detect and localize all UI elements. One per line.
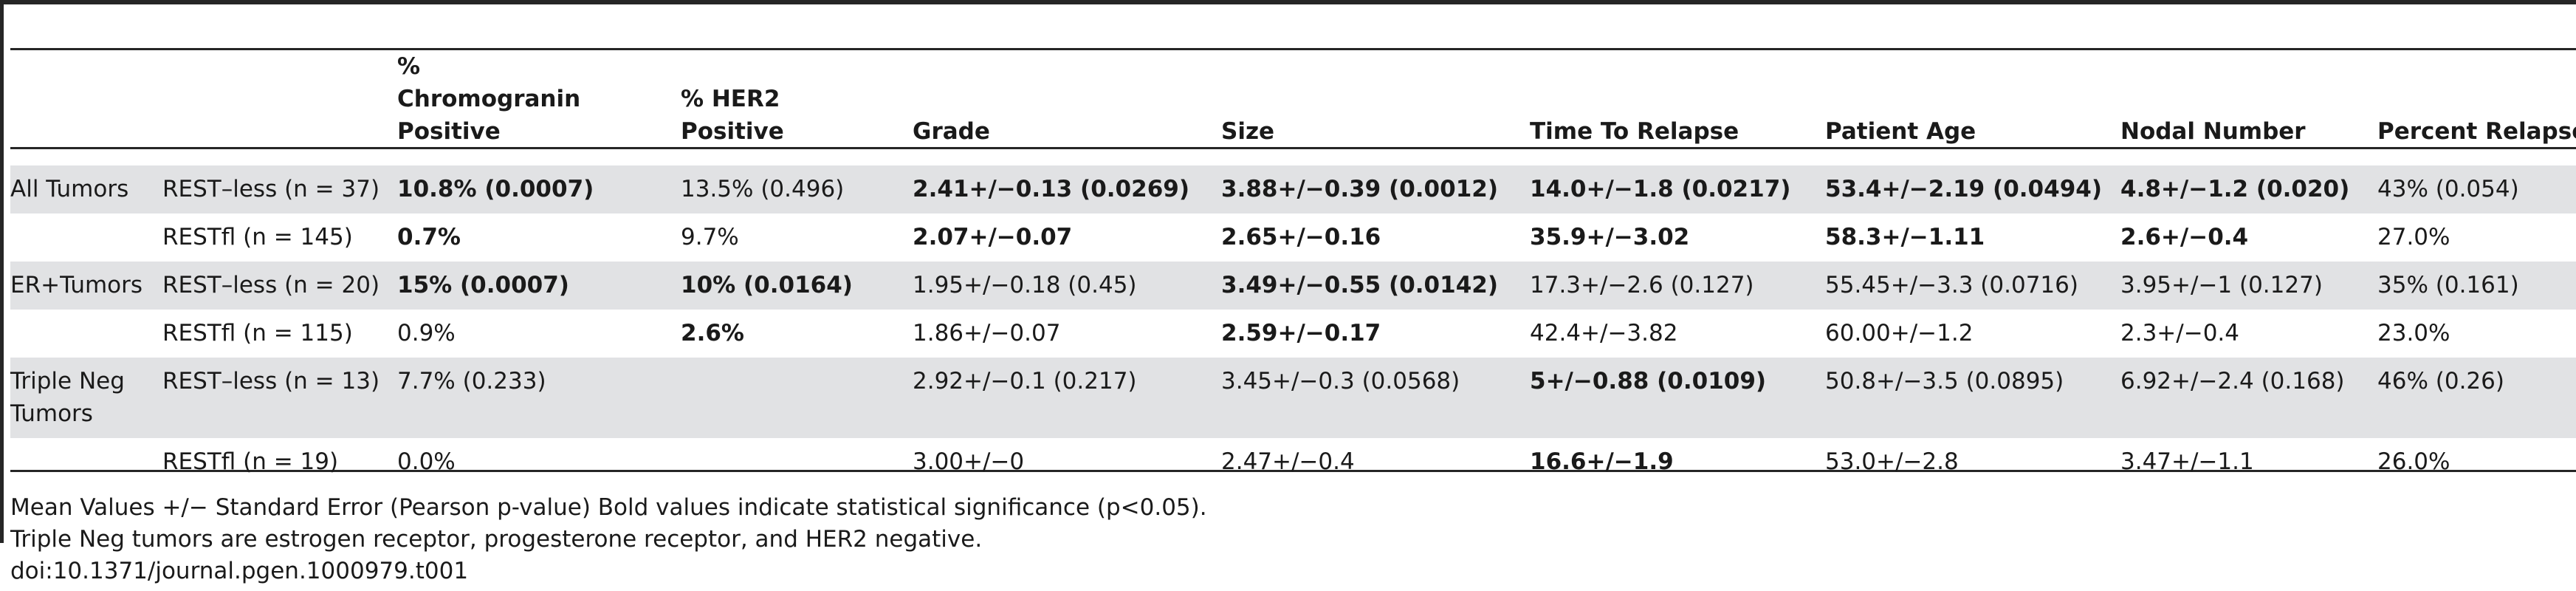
table-cell: 5+/−0.88 (0.0109) (1530, 358, 1825, 438)
table-cell: 2.3+/−0.4 (2120, 320, 2239, 346)
table-cell: 1.95+/−0.18 (0.45) (913, 262, 1221, 310)
column-header-time-to-relapse: Time To Relapse (1530, 118, 1739, 145)
column-header-patient-age: Patient Age (1825, 118, 1976, 145)
table-cell: 46% (0.26) (2377, 358, 2576, 438)
table-cell: 35.9+/−3.02 (1530, 224, 1690, 250)
row-group-label: All Tumors (10, 165, 162, 213)
table-cell: 3.88+/−0.39 (0.0012) (1221, 165, 1530, 213)
table-cell: 9.7% (681, 224, 739, 250)
table-cell: 16.6+/−1.9 (1530, 448, 1674, 475)
table-cell: 0.9% (397, 320, 456, 346)
left-border (0, 0, 4, 543)
table-cell: 26.0% (2377, 448, 2450, 475)
row-group-label (10, 310, 162, 358)
table-cell: 2.6% (681, 320, 744, 346)
table-cell: 2.6+/−0.4 (2120, 224, 2249, 250)
table-cell: 14.0+/−1.8 (0.0217) (1530, 165, 1825, 213)
table-cell: 35% (0.161) (2377, 262, 2576, 310)
table-cell: 0.7% (397, 224, 461, 250)
table-cell: 2.47+/−0.4 (1221, 448, 1355, 475)
table-row: ER+Tumors REST–less (n = 20) 15% (0.0007) 1… (10, 262, 2576, 310)
top-border (0, 0, 2576, 4)
table-row: Triple Neg Tumors REST–less (n = 13) 7.7% … (10, 358, 2576, 438)
column-header-grade: Grade (913, 118, 990, 145)
table-cell: 2.65+/−0.16 (1221, 224, 1381, 250)
table-cell: 2.41+/−0.13 (0.0269) (913, 165, 1221, 213)
footnote-legend: Mean Values +/− Standard Error (Pearson … (10, 494, 1207, 521)
column-header-percent-relapse: Percent Relapse (2377, 118, 2576, 145)
table-cell: 10% (0.0164) (681, 262, 913, 310)
table-cell: 7.7% (0.233) (397, 358, 681, 438)
results-table: % Chromogranin Positive % HER2 Positive … (10, 50, 2576, 486)
table-cell: 3.95+/−1 (0.127) (2120, 262, 2377, 310)
column-header (162, 50, 397, 165)
table-row: RESTfl (n = 115) 0.9% 2.6% 1.86+/−0.07 2.59+… (10, 310, 2576, 358)
footnote-doi: doi:10.1371/journal.pgen.1000979.t001 (10, 558, 469, 584)
table-cell: 3.47+/−1.1 (2120, 448, 2254, 475)
table-cell: 3.00+/−0 (913, 448, 1025, 475)
table-cell: 53.4+/−2.19 (0.0494) (1825, 165, 2120, 213)
table-cell: 6.92+/−2.4 (0.168) (2120, 358, 2377, 438)
footnote-triple-neg: Triple Neg tumors are estrogen receptor,… (10, 526, 983, 553)
table-cell: 42.4+/−3.82 (1530, 320, 1678, 346)
table-cell: 23.0% (2377, 320, 2450, 346)
table-cell: 55.45+/−3.3 (0.0716) (1825, 262, 2120, 310)
table-row: RESTfl (n = 19) 0.0% 3.00+/−0 2.47+/−0.4 16.… (10, 438, 2576, 486)
table-cell: 50.8+/−3.5 (0.0895) (1825, 358, 2120, 438)
table-bottom-rule (10, 470, 2576, 472)
table-body: All Tumors REST–less (n = 37) 10.8% (0.000… (10, 165, 2576, 486)
row-group-label (10, 213, 162, 262)
row-subgroup-label: REST–less (n = 37) (162, 165, 397, 213)
table-top-rule (10, 48, 2576, 50)
table-header-row: % Chromogranin Positive % HER2 Positive … (10, 50, 2576, 165)
table-cell (681, 438, 913, 486)
table-cell: 2.59+/−0.17 (1221, 320, 1381, 346)
table-cell: 2.92+/−0.1 (0.217) (913, 358, 1221, 438)
row-subgroup-label: RESTfl (n = 145) (162, 224, 353, 250)
table-cell: 4.8+/−1.2 (0.020) (2120, 165, 2377, 213)
header-bottom-rule (10, 147, 2576, 149)
table-cell: 0.0% (397, 448, 456, 475)
table-cell: 43% (0.054) (2377, 165, 2576, 213)
row-subgroup-label: REST–less (n = 20) (162, 262, 397, 310)
row-subgroup-label: RESTfl (n = 19) (162, 448, 339, 475)
column-header-chromogranin: % Chromogranin Positive (397, 53, 581, 145)
table-cell (681, 358, 913, 438)
table-cell: 58.3+/−1.11 (1825, 224, 1985, 250)
row-subgroup-label: REST–less (n = 13) (162, 358, 397, 438)
table-cell: 2.07+/−0.07 (913, 224, 1073, 250)
table-cell: 27.0% (2377, 224, 2450, 250)
table-cell: 10.8% (0.0007) (397, 165, 681, 213)
table-cell: 3.49+/−0.55 (0.0142) (1221, 262, 1530, 310)
row-group-label (10, 438, 162, 486)
table-cell: 53.0+/−2.8 (1825, 448, 1959, 475)
column-header-nodal-number: Nodal Number (2120, 118, 2306, 145)
table-row: All Tumors REST–less (n = 37) 10.8% (0.000… (10, 165, 2576, 213)
row-subgroup-label: RESTfl (n = 115) (162, 320, 353, 346)
table-cell: 15% (0.0007) (397, 262, 681, 310)
column-header-size: Size (1221, 118, 1275, 145)
table-footnotes: Mean Values +/− Standard Error (Pearson … (10, 492, 1207, 587)
table-row: RESTfl (n = 145) 0.7% 9.7% 2.07+/−0.07 2.65+… (10, 213, 2576, 262)
table-cell: 1.86+/−0.07 (913, 320, 1061, 346)
table-cell: 17.3+/−2.6 (0.127) (1530, 262, 1825, 310)
column-header-her2: % HER2 Positive (681, 86, 784, 145)
table-cell: 60.00+/−1.2 (1825, 320, 1974, 346)
table-cell: 13.5% (0.496) (681, 165, 913, 213)
table-cell: 3.45+/−0.3 (0.0568) (1221, 358, 1530, 438)
row-group-label: ER+Tumors (10, 262, 162, 310)
column-header (10, 50, 162, 165)
row-group-label: Triple Neg Tumors (10, 358, 162, 438)
